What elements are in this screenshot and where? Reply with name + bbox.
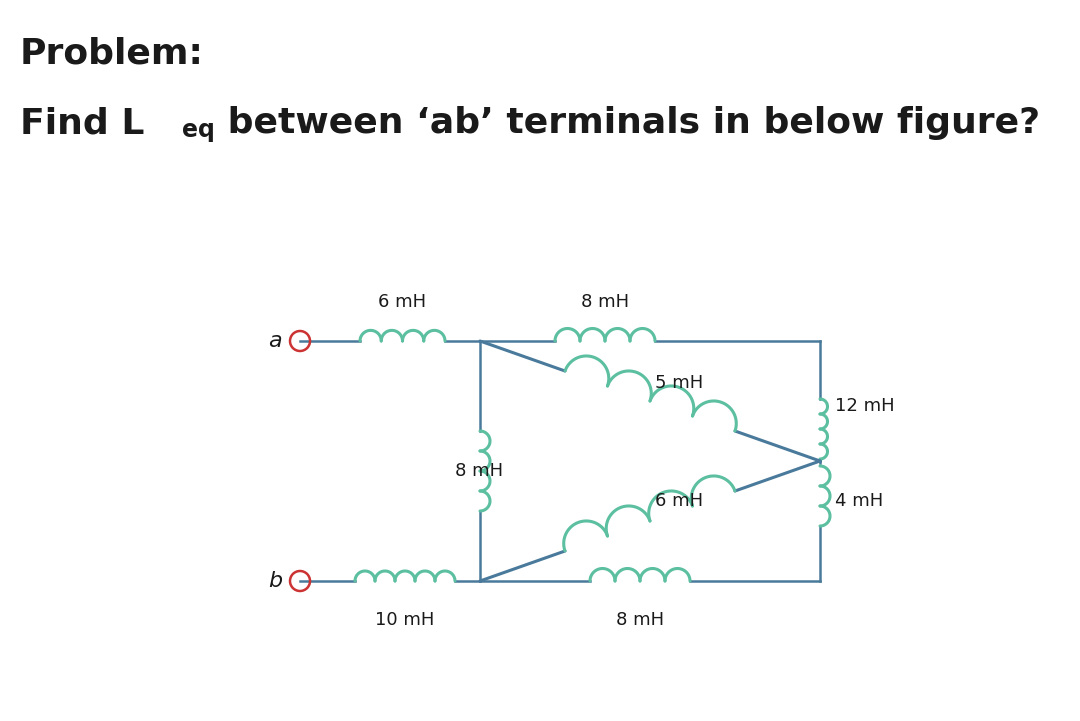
Text: 10 mH: 10 mH	[376, 611, 434, 629]
Text: eq: eq	[183, 118, 215, 142]
Text: 8 mH: 8 mH	[581, 293, 629, 311]
Text: a: a	[268, 331, 282, 351]
Text: between ‘ab’ terminals in below figure?: between ‘ab’ terminals in below figure?	[215, 106, 1040, 140]
Text: Problem:: Problem:	[21, 36, 204, 70]
Text: Find L: Find L	[21, 106, 145, 140]
Text: b: b	[268, 571, 282, 591]
Text: 8 mH: 8 mH	[616, 611, 664, 629]
Text: 12 mH: 12 mH	[835, 397, 894, 415]
Text: 5 mH: 5 mH	[654, 374, 703, 392]
Text: 6 mH: 6 mH	[654, 492, 703, 510]
Text: 6 mH: 6 mH	[378, 293, 427, 311]
Text: 4 mH: 4 mH	[835, 492, 883, 510]
Text: 8 mH: 8 mH	[455, 462, 503, 480]
